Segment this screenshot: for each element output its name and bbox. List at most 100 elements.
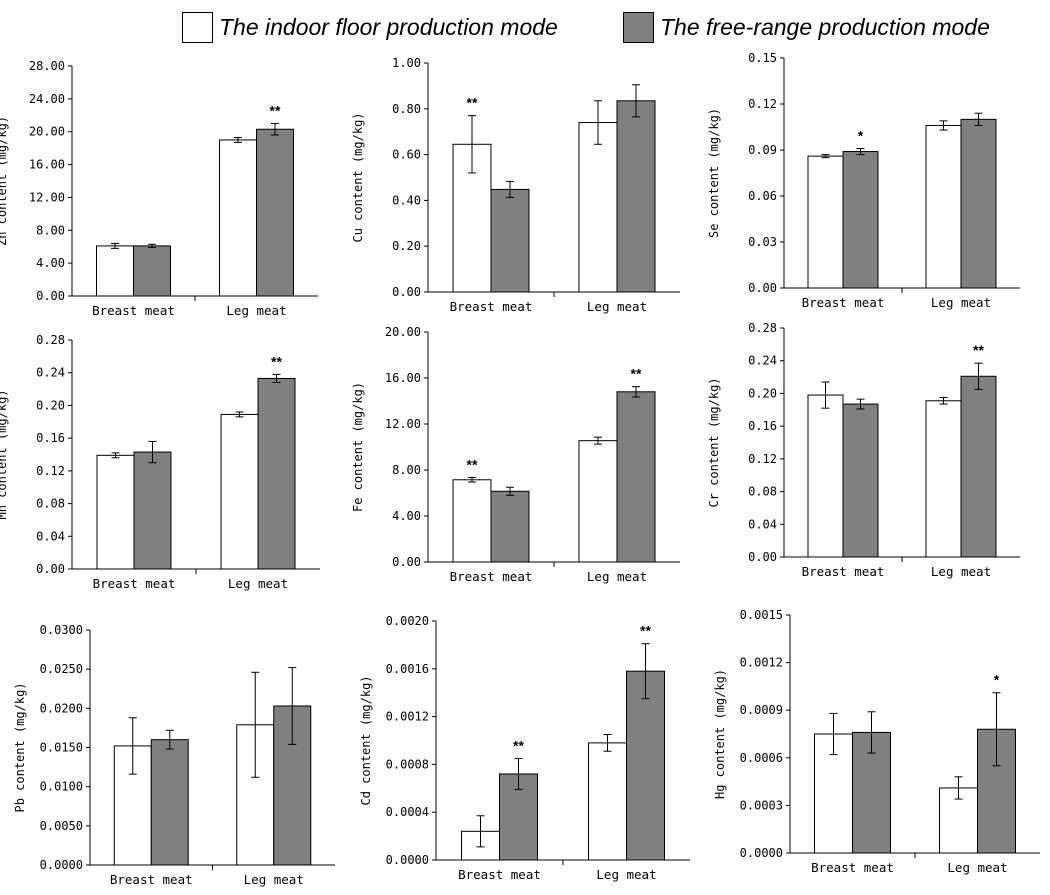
y-tick-label: 0.15 [748, 51, 777, 65]
y-tick-label: 0.00 [36, 562, 65, 576]
category-label: Leg meat [244, 872, 304, 887]
y-tick-label: 0.0100 [40, 780, 83, 794]
bar-freerange-leg [256, 128, 294, 297]
y-tick-label: 0.08 [36, 497, 65, 511]
y-tick-label: 1.00 [392, 56, 421, 70]
category-label: Leg meat [587, 569, 647, 584]
bar-indoor-breast [807, 155, 844, 289]
bar-freerange-leg [616, 100, 656, 293]
y-tick-label: 12.00 [385, 417, 421, 431]
y-tick-label: 0.03 [748, 235, 777, 249]
bar-indoor-leg [220, 413, 259, 570]
y-tick-label: 0.28 [36, 333, 65, 347]
significance-marker: ** [271, 353, 282, 369]
chart-panel-1: 0.00 4.00 8.00 12.00 16.00 20.00 24.00 28.00 Zn … [0, 59, 318, 318]
bar-freerange-breast [490, 490, 530, 563]
legend-item-indoor: The indoor floor production mode [182, 12, 558, 43]
y-tick-label: 0.0008 [386, 757, 429, 771]
category-label: Leg meat [226, 303, 286, 318]
y-tick-label: 0.20 [392, 239, 421, 253]
bar-indoor-breast [96, 245, 134, 297]
category-label: Leg meat [587, 299, 647, 314]
category-label: Breast meat [110, 872, 193, 887]
y-axis-label: Hg content (mg/kg) [713, 669, 727, 799]
y-axis-label: Zn content (mg/kg) [0, 116, 9, 246]
significance-marker: ** [631, 366, 642, 382]
y-tick-label: 4.00 [392, 509, 421, 523]
legend-label-freerange: The free-range production mode [660, 14, 990, 40]
y-axis-label: Se content (mg/kg) [707, 108, 721, 238]
y-tick-label: 0.00 [748, 281, 777, 295]
y-tick-label: 0.0250 [40, 662, 83, 676]
y-tick-label: 0.00 [36, 289, 65, 303]
y-axis-label: Cd content (mg/kg) [359, 675, 373, 805]
category-label: Breast meat [450, 569, 533, 584]
bar-freerange-breast [133, 451, 172, 570]
chart-panel-5: 0.00 4.00 8.00 12.00 16.00 20.00 Fe content (m… [351, 325, 680, 584]
y-tick-label: 0.08 [748, 485, 777, 499]
y-axis-label: Cu content (mg/kg) [351, 112, 365, 242]
y-tick-label: 0.0020 [386, 614, 429, 628]
chart-panel-7: 0.0000 0.0050 0.0100 0.0150 0.0200 0.0250 0.03… [13, 623, 335, 887]
legend-label-indoor: The indoor floor production mode [219, 14, 558, 40]
significance-marker: ** [467, 95, 478, 111]
significance-marker: ** [640, 623, 651, 639]
y-tick-label: 0.0050 [40, 819, 83, 833]
category-label: Leg meat [596, 867, 656, 882]
y-tick-label: 0.0300 [40, 623, 83, 637]
y-tick-label: 0.0012 [740, 656, 783, 670]
bar-freerange-leg [616, 391, 656, 563]
y-tick-label: 0.0150 [40, 741, 83, 755]
y-tick-label: 0.60 [392, 148, 421, 162]
y-tick-label: 0.12 [748, 452, 777, 466]
y-tick-label: 0.09 [748, 143, 777, 157]
y-tick-label: 0.24 [36, 366, 65, 380]
y-tick-label: 0.24 [748, 354, 777, 368]
bar-freerange-leg [626, 670, 665, 861]
bar-indoor-leg [578, 440, 618, 563]
category-label: Breast meat [92, 303, 175, 318]
y-tick-label: 0.0000 [40, 858, 83, 872]
y-tick-label: 0.40 [392, 193, 421, 207]
y-tick-label: 0.0003 [740, 798, 783, 812]
bar-freerange-leg [960, 375, 997, 558]
y-tick-label: 12.00 [29, 190, 65, 204]
y-tick-label: 0.0000 [740, 846, 783, 860]
chart-panel-9: 0.0000 0.0003 0.0006 0.0009 0.0012 0.0015 Hg c… [713, 608, 1040, 875]
bar-freerange-breast [842, 151, 879, 289]
y-axis-label: Cr content (mg/kg) [707, 377, 721, 507]
y-tick-label: 0.28 [748, 321, 777, 335]
y-axis-label: Mn content (mg/kg) [0, 389, 9, 519]
y-tick-label: 4.00 [36, 256, 65, 270]
y-tick-label: 0.20 [748, 386, 777, 400]
category-label: Breast meat [450, 299, 533, 314]
y-tick-label: 0.20 [36, 398, 65, 412]
y-tick-label: 0.0006 [740, 751, 783, 765]
significance-marker: ** [973, 342, 984, 358]
bar-indoor-leg [925, 124, 962, 289]
bar-freerange-breast [133, 245, 171, 297]
legend-swatch-freerange [623, 12, 654, 43]
y-tick-label: 8.00 [36, 223, 65, 237]
bar-freerange-breast [842, 403, 879, 558]
bar-indoor-breast [452, 479, 492, 563]
chart-panel-8: 0.0000 0.0004 0.0008 0.0012 0.0016 0.0020 Cd c… [359, 614, 690, 882]
bar-freerange-leg [960, 118, 997, 289]
bar-indoor-leg [578, 122, 618, 293]
bar-indoor-leg [925, 400, 962, 558]
category-label: Breast meat [458, 867, 541, 882]
y-tick-label: 20.00 [29, 125, 65, 139]
category-label: Breast meat [811, 860, 894, 875]
y-tick-label: 24.00 [29, 92, 65, 106]
category-label: Leg meat [228, 576, 288, 591]
significance-marker: * [994, 672, 1000, 688]
y-tick-label: 0.0000 [386, 853, 429, 867]
y-axis-label: Pb content (mg/kg) [13, 682, 27, 812]
bar-indoor-breast [96, 454, 135, 570]
chart-panel-3: 0.00 0.03 0.06 0.09 0.12 0.15 Se content (mg/k… [707, 51, 1020, 310]
y-tick-label: 0.12 [748, 97, 777, 111]
significance-marker: ** [513, 737, 524, 753]
category-label: Breast meat [802, 564, 885, 579]
y-tick-label: 28.00 [29, 59, 65, 73]
y-axis-label: Fe content (mg/kg) [351, 382, 365, 512]
